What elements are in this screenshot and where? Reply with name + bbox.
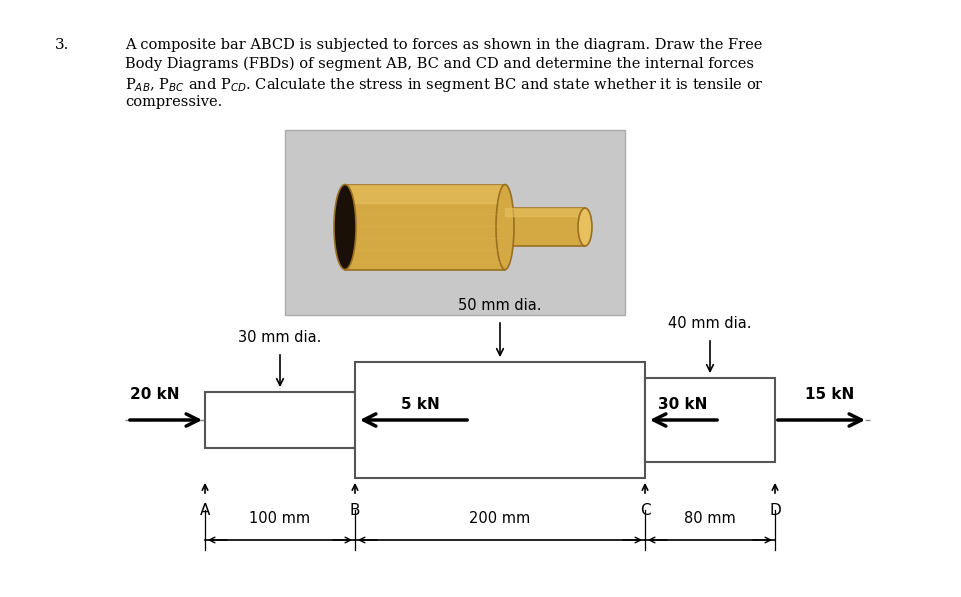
Text: 30 kN: 30 kN [657,397,707,412]
Bar [644,378,775,462]
Text: 3.: 3. [55,38,69,52]
Text: 200 mm: 200 mm [469,511,530,526]
Ellipse shape [578,208,591,246]
Text: Body Diagrams (FBDs) of segment AB, BC and CD and determine the internal forces: Body Diagrams (FBDs) of segment AB, BC a… [125,57,753,72]
Text: compressive.: compressive. [125,95,222,109]
Ellipse shape [333,184,356,269]
Text: P$_{AB}$, P$_{BC}$ and P$_{CD}$. Calculate the stress in segment BC and state wh: P$_{AB}$, P$_{BC}$ and P$_{CD}$. Calcula… [125,76,763,94]
Bar [505,208,584,246]
Text: B: B [350,503,359,518]
Text: D: D [769,503,780,518]
Bar [284,130,625,315]
Text: 100 mm: 100 mm [249,511,310,526]
Ellipse shape [496,184,513,269]
Text: 50 mm dia.: 50 mm dia. [457,298,541,313]
Text: 30 mm dia.: 30 mm dia. [238,330,321,345]
Text: 20 kN: 20 kN [130,387,180,402]
Text: 40 mm dia.: 40 mm dia. [668,316,751,331]
Bar [355,362,644,478]
Text: 80 mm: 80 mm [683,511,735,526]
Bar [345,184,505,269]
Text: C: C [639,503,650,518]
Text: 5 kN: 5 kN [400,397,439,412]
Text: A composite bar ABCD is subjected to forces as shown in the diagram. Draw the Fr: A composite bar ABCD is subjected to for… [125,38,761,52]
Bar [205,392,355,448]
Text: A: A [200,503,209,518]
Text: 15 kN: 15 kN [804,387,853,402]
